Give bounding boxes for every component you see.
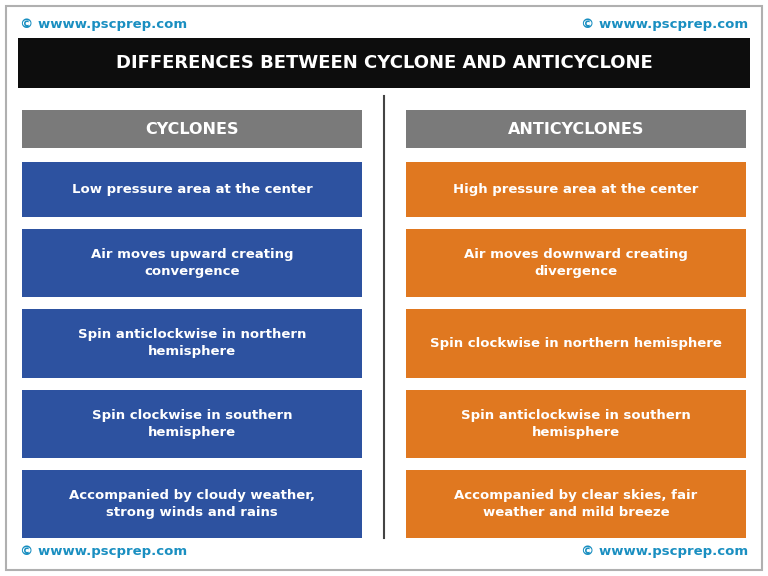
- Bar: [406, 470, 746, 538]
- Text: Air moves downward creating
divergence: Air moves downward creating divergence: [464, 248, 688, 278]
- Bar: [406, 162, 746, 217]
- Bar: [22, 389, 362, 458]
- Text: ANTICYCLONES: ANTICYCLONES: [508, 122, 644, 137]
- Text: High pressure area at the center: High pressure area at the center: [453, 183, 699, 196]
- Text: CYCLONES: CYCLONES: [145, 122, 239, 137]
- Bar: [22, 229, 362, 297]
- Text: Air moves upward creating
convergence: Air moves upward creating convergence: [91, 248, 293, 278]
- Text: © wwww.pscprep.com: © wwww.pscprep.com: [581, 545, 748, 558]
- Text: Spin clockwise in northern hemisphere: Spin clockwise in northern hemisphere: [430, 337, 722, 350]
- Text: © wwww.pscprep.com: © wwww.pscprep.com: [20, 545, 187, 558]
- Bar: [406, 110, 746, 148]
- Text: Accompanied by clear skies, fair
weather and mild breeze: Accompanied by clear skies, fair weather…: [455, 489, 697, 519]
- Bar: [22, 162, 362, 217]
- Text: Accompanied by cloudy weather,
strong winds and rains: Accompanied by cloudy weather, strong wi…: [69, 489, 315, 519]
- Text: © wwww.pscprep.com: © wwww.pscprep.com: [581, 18, 748, 31]
- Text: Spin clockwise in southern
hemisphere: Spin clockwise in southern hemisphere: [91, 408, 293, 439]
- Text: Spin anticlockwise in southern
hemisphere: Spin anticlockwise in southern hemispher…: [461, 408, 691, 439]
- Bar: [22, 110, 362, 148]
- Bar: [22, 470, 362, 538]
- Text: Low pressure area at the center: Low pressure area at the center: [71, 183, 313, 196]
- Bar: [18, 38, 750, 88]
- Text: Spin anticlockwise in northern
hemisphere: Spin anticlockwise in northern hemispher…: [78, 328, 306, 358]
- Text: © wwww.pscprep.com: © wwww.pscprep.com: [20, 18, 187, 31]
- Bar: [406, 389, 746, 458]
- Bar: [406, 229, 746, 297]
- Text: DIFFERENCES BETWEEN CYCLONE AND ANTICYCLONE: DIFFERENCES BETWEEN CYCLONE AND ANTICYCL…: [116, 54, 652, 72]
- Bar: [406, 309, 746, 377]
- Bar: [22, 309, 362, 377]
